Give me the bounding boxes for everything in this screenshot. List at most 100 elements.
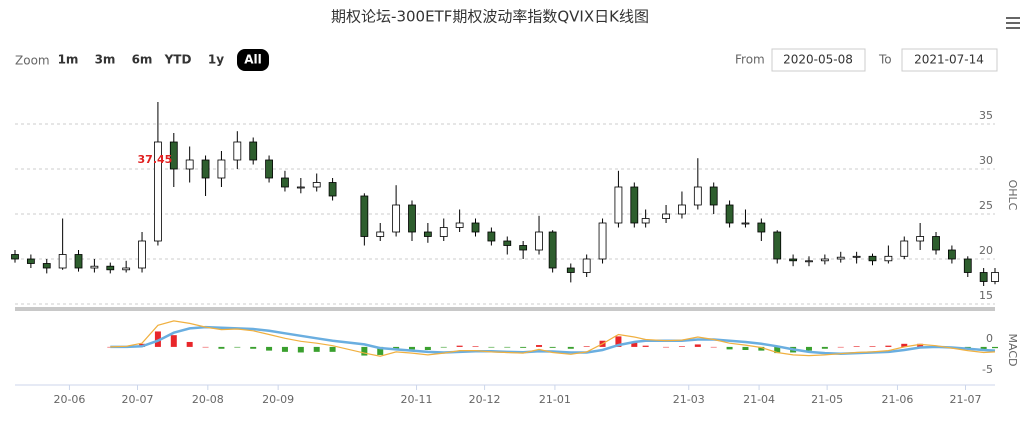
macd-bar <box>361 346 368 356</box>
candle-body <box>169 141 178 170</box>
candle-body <box>281 177 289 188</box>
macd-bar <box>329 346 336 352</box>
macd-bar <box>694 344 701 347</box>
macd-bar <box>472 346 479 347</box>
y2-axis-title: MACD <box>1006 334 1019 367</box>
macd-bar <box>583 346 590 347</box>
pane-separator <box>15 307 995 311</box>
zoom-label: Zoom <box>15 54 50 68</box>
x-tick-label: 20-08 <box>192 393 224 406</box>
to-input[interactable] <box>901 48 998 72</box>
macd-bar <box>726 346 733 350</box>
range-button[interactable]: YTD <box>164 53 192 67</box>
y2-tick-label: -5 <box>982 363 993 376</box>
candle-body <box>979 272 988 282</box>
macd-bar <box>170 335 177 347</box>
to-label: To <box>878 53 892 67</box>
candle-body <box>503 240 512 246</box>
candle-body <box>265 159 273 179</box>
candle-body <box>74 254 83 269</box>
from-label: From <box>735 53 765 67</box>
macd-bar <box>408 346 415 350</box>
macd-bar <box>678 346 685 347</box>
macd-bar <box>424 346 431 350</box>
macd-bar <box>885 345 892 347</box>
macd-bar <box>774 346 781 354</box>
range-button[interactable]: 1y <box>208 53 224 67</box>
y-tick-label: 35 <box>979 109 993 122</box>
candle-body <box>789 258 798 262</box>
candle-body <box>42 263 51 269</box>
candle-body <box>916 236 925 242</box>
macd-line <box>110 320 996 357</box>
candle-body <box>678 204 686 215</box>
x-tick-label: 20-07 <box>122 393 154 406</box>
candle-body <box>233 141 242 161</box>
x-tick-label: 20-12 <box>469 393 501 406</box>
macd-bar <box>234 346 241 348</box>
candle-body <box>868 255 877 262</box>
x-tick-label: 21-06 <box>881 393 913 406</box>
chart-title: 期权论坛-300ETF期权波动率指数QVIX日K线图 <box>331 8 649 26</box>
candle-body <box>773 231 782 260</box>
x-tick-label: 21-04 <box>743 393 775 406</box>
x-tick-label: 20-06 <box>53 393 85 406</box>
macd-bar <box>440 346 447 348</box>
macd-bar <box>742 346 749 350</box>
x-tick-label: 21-05 <box>811 393 843 406</box>
macd-bar <box>488 346 495 348</box>
range-button[interactable]: 6m <box>132 53 153 67</box>
candle-body <box>11 254 19 260</box>
macd-bar <box>377 346 384 355</box>
macd-bar <box>821 346 828 349</box>
candle-body <box>820 258 829 262</box>
candle-body <box>947 249 956 260</box>
y-tick-label: 25 <box>979 199 993 212</box>
range-button[interactable]: 3m <box>95 53 116 67</box>
candle-body <box>201 159 210 179</box>
macd-bar <box>154 331 161 347</box>
candle-body <box>296 186 305 189</box>
macd-bar <box>520 346 527 348</box>
macd-bar <box>758 346 765 351</box>
candle-body <box>26 258 35 264</box>
candle-body <box>614 186 623 224</box>
candle-body <box>535 231 543 251</box>
candle-body <box>641 218 650 224</box>
candle-body <box>836 256 845 260</box>
macd-bar <box>266 346 273 351</box>
candle-body <box>122 267 131 271</box>
candle-body <box>487 231 496 242</box>
candle-body <box>185 159 194 170</box>
x-tick-label: 21-03 <box>673 393 705 406</box>
macd-bar <box>250 346 257 349</box>
macd-bar <box>980 346 987 350</box>
range-button[interactable]: All <box>244 53 262 67</box>
x-tick-label: 20-11 <box>401 393 433 406</box>
candle-body <box>58 254 67 269</box>
from-value: 2020-05-08 <box>783 53 853 67</box>
macd-bar <box>869 346 876 347</box>
candle-body <box>741 222 750 225</box>
candle-body <box>991 272 999 282</box>
macd-bar <box>297 346 304 353</box>
macd-bar <box>504 346 511 348</box>
to-value: 2021-07-14 <box>914 53 984 67</box>
candle-body <box>566 267 575 273</box>
x-tick-label: 21-07 <box>950 393 982 406</box>
candle-body <box>106 265 115 271</box>
x-tick-label: 21-01 <box>539 393 571 406</box>
candle-body <box>963 258 972 273</box>
candle-body <box>249 141 258 161</box>
macd-bar <box>281 346 288 352</box>
menu-icon[interactable] <box>1006 17 1020 29</box>
from-input[interactable] <box>771 48 866 72</box>
candle-body <box>900 240 909 257</box>
macd-bar <box>549 346 556 348</box>
macd-bar <box>218 346 225 349</box>
range-button[interactable]: 1m <box>58 53 79 67</box>
candle-body <box>598 222 607 260</box>
candle-body <box>630 186 639 224</box>
candle-body <box>852 255 861 258</box>
candle-body <box>693 186 702 206</box>
